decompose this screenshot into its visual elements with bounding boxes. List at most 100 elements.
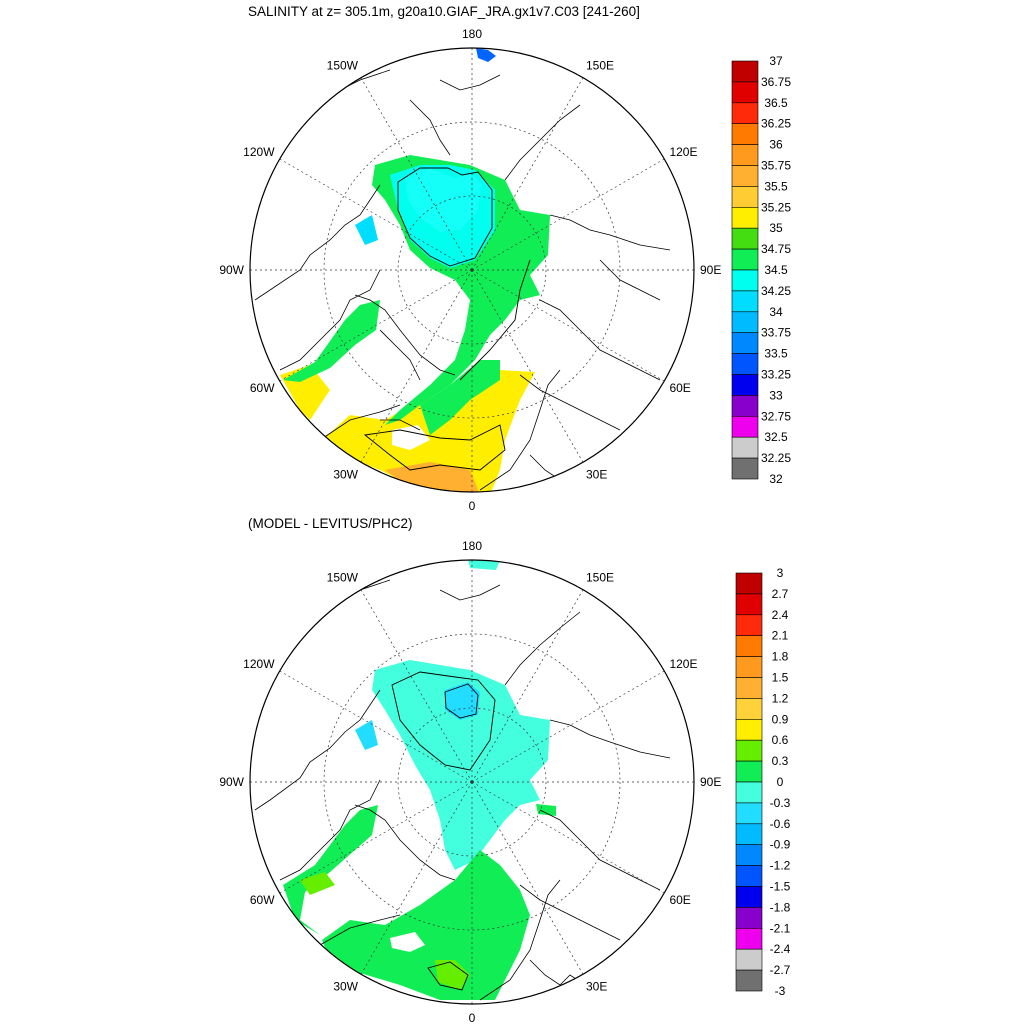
longitude-label: 30E <box>586 979 607 993</box>
longitude-label: 120E <box>669 145 697 159</box>
iceland-land-2 <box>390 932 425 952</box>
colorbar-label: 35 <box>769 221 783 235</box>
colorbar-label: 2.7 <box>772 587 789 601</box>
canada-basin-core <box>405 168 482 232</box>
salinity-polar-map: 180 150E 120E 90E 60E 30E 0 30W 60W 90W 120W 150W 3… <box>219 27 791 513</box>
longitude-label: 90E <box>700 775 721 789</box>
colorbar-swatch <box>731 81 759 104</box>
nordic-green-region <box>420 360 500 435</box>
arctic-cyan-region <box>372 660 550 870</box>
colorbar-label: 36 <box>769 138 783 152</box>
colorbar-label: 34 <box>769 305 783 319</box>
colorbar-label: 0.9 <box>772 712 789 726</box>
archipelago-cyan-patch <box>355 215 378 245</box>
longitude-label: 150E <box>586 59 614 73</box>
atlantic-green-region <box>322 850 530 1000</box>
colorbar-label: 37 <box>769 54 783 68</box>
longitude-label: 30W <box>333 979 358 993</box>
colorbar-swatch <box>735 865 763 887</box>
longitude-labels-2: 180 150E 120E 90E 60E 30E 0 30W 60W 90W 120W 150W <box>219 539 721 1024</box>
colorbar-label: 1.5 <box>772 671 789 685</box>
colorbar-swatch <box>731 60 759 83</box>
longitude-label: 60E <box>669 381 690 395</box>
colorbar-swatch <box>735 760 763 783</box>
longitude-label: 90W <box>219 263 244 277</box>
colorbar-label: 33.25 <box>761 368 791 382</box>
longitude-label: 150E <box>586 571 614 585</box>
colorbar-label: 1.8 <box>772 650 789 664</box>
colorbar-label: 33.5 <box>764 347 788 361</box>
salinity-field <box>280 155 550 492</box>
colorbar-label: 2.4 <box>772 608 789 622</box>
map-boundary <box>249 47 695 493</box>
colorbar-label: -2.4 <box>770 942 791 956</box>
longitude-label: 150W <box>327 571 359 585</box>
colorbar-swatch <box>735 635 763 657</box>
colorbar-swatch <box>735 823 763 845</box>
longitude-label: 90E <box>700 263 721 277</box>
longitude-label: 120E <box>669 657 697 671</box>
colorbar-swatch <box>731 311 759 333</box>
colorbar-label: -0.3 <box>770 796 791 810</box>
colorbar-label: 35.25 <box>761 200 791 214</box>
baffin-green-region-2 <box>283 805 378 935</box>
colorbar-label: 1.2 <box>772 691 789 705</box>
longitude-label: 120W <box>243 145 275 159</box>
colorbar-label: 32.5 <box>764 430 788 444</box>
colorbar-label: -2.7 <box>770 963 791 977</box>
colorbar-swatch <box>731 374 759 396</box>
colorbar-swatch <box>731 415 759 438</box>
colorbar-swatch <box>731 123 759 145</box>
kara-green-patch <box>536 804 556 816</box>
colorbar-swatch <box>731 144 759 166</box>
colorbar-label: 33.75 <box>761 326 791 340</box>
colorbar-swatch <box>731 290 759 313</box>
graticule <box>250 48 694 492</box>
colorbar-swatch <box>735 614 763 637</box>
difference-polar-map: 180 150E 120E 90E 60E 30E 0 30W 60W 90W 120W 150W 3… <box>219 539 791 1024</box>
longitude-label: 180 <box>462 27 482 41</box>
colorbar-label: 32.75 <box>761 409 791 423</box>
colorbar-label: -1.8 <box>770 900 791 914</box>
bering-blue-patch <box>476 48 496 62</box>
salinity-contours <box>363 167 531 471</box>
labrador-lightgreen-patch <box>300 872 335 895</box>
colorbar-swatch <box>731 102 759 125</box>
colorbar-label: 0.3 <box>772 754 789 768</box>
colorbar-swatch <box>731 186 759 208</box>
archipelago-cyan-patch-2 <box>355 720 378 750</box>
baffin-green-region <box>283 300 380 382</box>
colorbar-label: -0.6 <box>770 817 791 831</box>
colorbar-label: 34.75 <box>761 242 791 256</box>
colorbar-label: 34.25 <box>761 284 791 298</box>
colorbar-label: 33 <box>769 388 783 402</box>
colorbar-label: 36.75 <box>761 75 791 89</box>
colorbar-label: -1.2 <box>770 859 791 873</box>
longitude-label: 180 <box>462 539 482 553</box>
coastlines <box>254 69 671 491</box>
iceland-land <box>392 425 430 450</box>
colorbar-swatch <box>735 593 763 616</box>
colorbar-swatch <box>735 969 763 992</box>
colorbar-swatch <box>735 677 763 699</box>
colorbar-swatch <box>731 436 759 459</box>
colorbar-label: 35.5 <box>764 179 788 193</box>
longitude-label: 60E <box>669 893 690 907</box>
difference-colorbar: 3 2.7 2.4 2.1 1.8 1.5 1.2 0.9 0.6 0.3 0 -0.3 -0.6 -0.… <box>735 566 791 998</box>
colorbar-swatch <box>731 395 759 417</box>
map-boundary-2 <box>249 559 695 1005</box>
difference-field <box>283 560 556 1000</box>
colorbar-swatch <box>735 781 763 804</box>
colorbar-swatch <box>735 844 763 866</box>
colorbar-label: 0.6 <box>772 733 789 747</box>
panel-2-title: (MODEL - LEVITUS/PHC2) <box>248 516 413 531</box>
colorbar-swatch <box>735 907 763 929</box>
colorbar-label: -0.9 <box>770 838 791 852</box>
longitude-label: 120W <box>243 657 275 671</box>
colorbar-swatch <box>735 572 763 595</box>
colorbar-label: 34.5 <box>764 263 788 277</box>
colorbar-swatch <box>735 948 763 971</box>
colorbar-swatch <box>735 886 763 908</box>
colorbar-swatch <box>735 802 763 825</box>
colorbar-label: 36.5 <box>764 96 788 110</box>
